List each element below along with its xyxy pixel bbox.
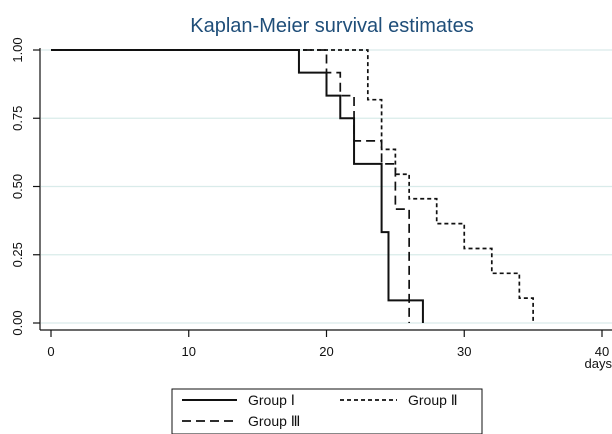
y-tick-label: 0.25 (10, 242, 25, 267)
x-tick-label: 30 (457, 344, 471, 359)
x-tick-label: 20 (319, 344, 333, 359)
y-tick-label: 0.00 (10, 310, 25, 335)
curve-group-ii (51, 49, 534, 323)
y-tick-label: 1.00 (10, 37, 25, 62)
legend-label-group-1: Group Ⅰ (248, 392, 295, 408)
x-tick-label: 40 (595, 344, 609, 359)
legend-label-group-3: Group Ⅲ (248, 413, 300, 429)
x-ticks: 0 10 20 30 40 (47, 330, 609, 359)
legend-box (171, 388, 483, 434)
survival-curves (51, 49, 534, 323)
y-ticks: 0.00 0.25 0.50 0.75 1.00 (10, 37, 40, 336)
legend: Group Ⅰ Group Ⅱ Group Ⅲ (171, 388, 483, 434)
y-tick-label: 0.75 (10, 106, 25, 131)
x-axis-label: days (585, 356, 612, 371)
x-tick-label: 10 (182, 344, 196, 359)
y-tick-label: 0.50 (10, 174, 25, 199)
x-tick-label: 0 (47, 344, 54, 359)
legend-label-group-2: Group Ⅱ (408, 392, 458, 408)
curve-group-iii (51, 49, 410, 323)
chart-title: Kaplan-Meier survival estimates (190, 15, 473, 37)
